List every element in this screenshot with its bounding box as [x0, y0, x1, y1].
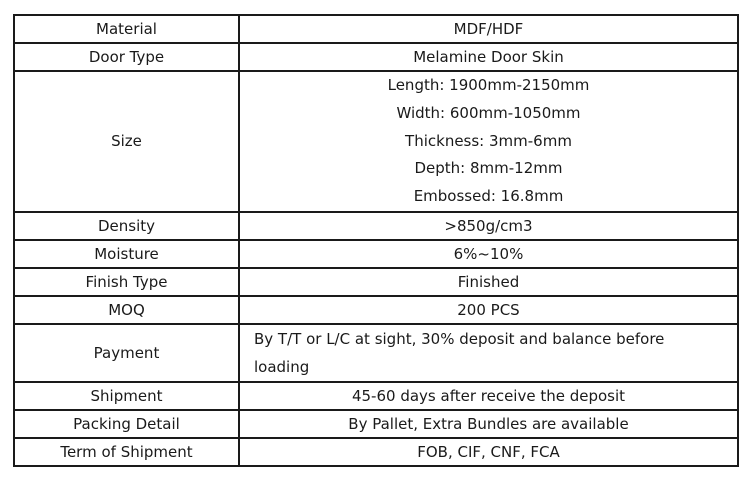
- spec-value-line: Embossed: 16.8mm: [413, 187, 564, 206]
- spec-row: Term of Shipment FOB, CIF, CNF, FCA: [13, 436, 739, 467]
- spec-row: MOQ 200 PCS: [13, 294, 739, 325]
- spec-label-cell: MOQ: [13, 294, 240, 325]
- spec-row: Material MDF/HDF: [13, 14, 739, 44]
- spec-value-line: Length: 1900mm-2150mm: [387, 76, 590, 94]
- spec-label-cell: Door Type: [13, 42, 240, 72]
- spec-label-cell: Material: [13, 14, 240, 44]
- spec-value-cell: Length: 1900mm-2150mm Width: 600mm-1050mm…: [238, 70, 739, 213]
- spec-value-cell: 45-60 days after receive the deposit: [238, 380, 739, 411]
- spec-row: Finish Type Finished: [13, 266, 739, 297]
- spec-value-cell: 6%~10%: [238, 238, 739, 269]
- spec-row: Door Type Melamine Door Skin: [13, 42, 739, 72]
- spec-label-cell: Term of Shipment: [13, 436, 240, 467]
- spec-value-cell: 200 PCS: [238, 294, 739, 325]
- spec-row: Shipment 45-60 days after receive the dep…: [13, 380, 739, 411]
- product-spec-table: Material MDF/HDF Door Type Melamine Door Sk…: [13, 14, 739, 467]
- spec-value-line: Depth: 8mm-12mm: [414, 159, 563, 178]
- spec-row: Density >850g/cm3: [13, 210, 739, 241]
- spec-label-cell: Payment: [13, 322, 240, 383]
- spec-value-line: Width: 600mm-1050mm: [396, 103, 581, 122]
- spec-label-cell: Shipment: [13, 380, 240, 411]
- spec-label-cell: Finish Type: [13, 266, 240, 297]
- spec-label-cell: Moisture: [13, 238, 240, 269]
- spec-value-cell: MDF/HDF: [238, 14, 739, 44]
- spec-value-cell: FOB, CIF, CNF, FCA: [238, 436, 739, 467]
- spec-value-cell: Melamine Door Skin: [238, 42, 739, 72]
- spec-value-cell: Finished: [238, 266, 739, 297]
- spec-row: Moisture 6%~10%: [13, 238, 739, 269]
- spec-row: Payment By T/T or L/C at sight, 30% depos…: [13, 322, 739, 383]
- spec-value-line: Thickness: 3mm-6mm: [405, 131, 572, 150]
- spec-table-body: Material MDF/HDF Door Type Melamine Door Sk…: [13, 14, 739, 467]
- spec-value-cell: By Pallet, Extra Bundles are available: [238, 408, 739, 439]
- spec-row: Size Length: 1900mm-2150mm Width: 600mm-10…: [13, 70, 739, 213]
- spec-value-cell: >850g/cm3: [238, 210, 739, 241]
- spec-row: Packing Detail By Pallet, Extra Bundles a…: [13, 408, 739, 439]
- spec-label-cell: Packing Detail: [13, 408, 240, 439]
- spec-label-cell: Density: [13, 210, 240, 241]
- spec-label-cell: Size: [13, 70, 240, 213]
- spec-value-cell: By T/T or L/C at sight, 30% deposit and …: [238, 322, 739, 383]
